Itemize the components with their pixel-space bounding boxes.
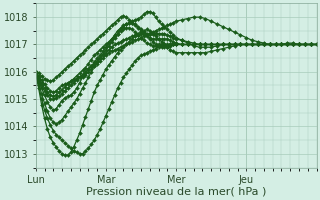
X-axis label: Pression niveau de la mer( hPa ): Pression niveau de la mer( hPa ) [86,187,266,197]
